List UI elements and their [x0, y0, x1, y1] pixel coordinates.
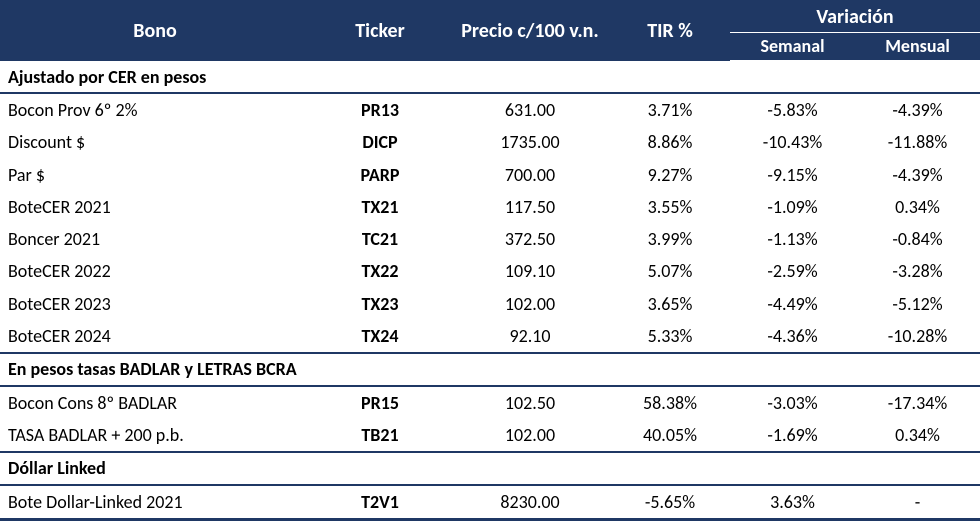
cell-tir: 3.55% [610, 191, 730, 223]
cell-mensual: -10.28% [855, 320, 980, 353]
cell-semanal: -1.09% [730, 191, 855, 223]
cell-semanal: -2.59% [730, 255, 855, 287]
cell-ticker: TC21 [310, 223, 450, 255]
col-precio: Precio c/100 v.n. [450, 2, 610, 61]
cell-mensual: -17.34% [855, 386, 980, 419]
col-variacion: Variación [730, 2, 980, 33]
cell-ticker: TX23 [310, 288, 450, 320]
cell-tir: 5.33% [610, 320, 730, 353]
table-body: Ajustado por CER en pesos Bocon Prov 6º … [0, 61, 980, 520]
cell-precio: 700.00 [450, 159, 610, 191]
cell-mensual: -0.84% [855, 223, 980, 255]
cell-semanal: 3.63% [730, 485, 855, 520]
col-mensual: Mensual [855, 33, 980, 61]
cell-bono: BoteCER 2022 [0, 255, 310, 287]
col-bono: Bono [0, 2, 310, 61]
table-row: BoteCER 2023 TX23 102.00 3.65% -4.49% -5… [0, 288, 980, 320]
cell-bono: Discount $ [0, 126, 310, 158]
cell-ticker: TX22 [310, 255, 450, 287]
cell-tir: 3.71% [610, 93, 730, 126]
table-row: Par $ PARP 700.00 9.27% -9.15% -4.39% [0, 159, 980, 191]
cell-precio: 92.10 [450, 320, 610, 353]
cell-semanal: -4.49% [730, 288, 855, 320]
cell-mensual: -4.39% [855, 159, 980, 191]
cell-bono: BoteCER 2024 [0, 320, 310, 353]
cell-precio: 1735.00 [450, 126, 610, 158]
table-row: Bocon Cons 8º BADLAR PR15 102.50 58.38% … [0, 386, 980, 419]
cell-tir: 58.38% [610, 386, 730, 419]
cell-tir: 3.99% [610, 223, 730, 255]
cell-tir: 3.65% [610, 288, 730, 320]
cell-semanal: -3.03% [730, 386, 855, 419]
cell-mensual: -11.88% [855, 126, 980, 158]
col-semanal: Semanal [730, 33, 855, 61]
table-row: Boncer 2021 TC21 372.50 3.99% -1.13% -0.… [0, 223, 980, 255]
cell-bono: Boncer 2021 [0, 223, 310, 255]
cell-semanal: -4.36% [730, 320, 855, 353]
section-title: Ajustado por CER en pesos [0, 61, 980, 93]
cell-precio: 631.00 [450, 93, 610, 126]
bond-table-container: { "colors": { "header_bg": "#1f3864", "h… [0, 0, 980, 521]
cell-mensual: 0.34% [855, 419, 980, 452]
cell-bono: Bocon Cons 8º BADLAR [0, 386, 310, 419]
cell-mensual: -3.28% [855, 255, 980, 287]
cell-precio: 109.10 [450, 255, 610, 287]
cell-tir: -5.65% [610, 485, 730, 520]
cell-ticker: TX24 [310, 320, 450, 353]
table-row: TASA BADLAR + 200 p.b. TB21 102.00 40.05… [0, 419, 980, 452]
cell-tir: 8.86% [610, 126, 730, 158]
cell-semanal: -9.15% [730, 159, 855, 191]
cell-ticker: PARP [310, 159, 450, 191]
cell-bono: BoteCER 2023 [0, 288, 310, 320]
cell-bono: Bote Dollar-Linked 2021 [0, 485, 310, 520]
cell-semanal: -1.13% [730, 223, 855, 255]
table-row: BoteCER 2024 TX24 92.10 5.33% -4.36% -10… [0, 320, 980, 353]
cell-tir: 9.27% [610, 159, 730, 191]
col-ticker: Ticker [310, 2, 450, 61]
cell-precio: 102.50 [450, 386, 610, 419]
cell-precio: 372.50 [450, 223, 610, 255]
section-header: Dóllar Linked [0, 452, 980, 484]
cell-ticker: PR15 [310, 386, 450, 419]
cell-mensual: 0.34% [855, 191, 980, 223]
cell-semanal: -5.83% [730, 93, 855, 126]
table-row: BoteCER 2021 TX21 117.50 3.55% -1.09% 0.… [0, 191, 980, 223]
section-header: En pesos tasas BADLAR y LETRAS BCRA [0, 353, 980, 385]
cell-tir: 40.05% [610, 419, 730, 452]
table-row: BoteCER 2022 TX22 109.10 5.07% -2.59% -3… [0, 255, 980, 287]
table-row: Discount $ DICP 1735.00 8.86% -10.43% -1… [0, 126, 980, 158]
cell-bono: BoteCER 2021 [0, 191, 310, 223]
section-title: En pesos tasas BADLAR y LETRAS BCRA [0, 353, 980, 385]
cell-tir: 5.07% [610, 255, 730, 287]
cell-bono: Par $ [0, 159, 310, 191]
table-header: Bono Ticker Precio c/100 v.n. TIR % Vari… [0, 2, 980, 61]
cell-precio: 102.00 [450, 419, 610, 452]
section-title: Dóllar Linked [0, 452, 980, 484]
table-row: Bote Dollar-Linked 2021 T2V1 8230.00 -5.… [0, 485, 980, 520]
col-tir: TIR % [610, 2, 730, 61]
cell-mensual: -4.39% [855, 93, 980, 126]
cell-semanal: -1.69% [730, 419, 855, 452]
section-header: Ajustado por CER en pesos [0, 61, 980, 93]
table-row: Bocon Prov 6º 2% PR13 631.00 3.71% -5.83… [0, 93, 980, 126]
cell-precio: 8230.00 [450, 485, 610, 520]
cell-precio: 102.00 [450, 288, 610, 320]
cell-ticker: PR13 [310, 93, 450, 126]
cell-precio: 117.50 [450, 191, 610, 223]
cell-ticker: TB21 [310, 419, 450, 452]
cell-ticker: TX21 [310, 191, 450, 223]
cell-bono: Bocon Prov 6º 2% [0, 93, 310, 126]
bond-table: Bono Ticker Precio c/100 v.n. TIR % Vari… [0, 0, 980, 521]
cell-ticker: T2V1 [310, 485, 450, 520]
cell-mensual: - [855, 485, 980, 520]
cell-bono: TASA BADLAR + 200 p.b. [0, 419, 310, 452]
cell-ticker: DICP [310, 126, 450, 158]
cell-mensual: -5.12% [855, 288, 980, 320]
cell-semanal: -10.43% [730, 126, 855, 158]
